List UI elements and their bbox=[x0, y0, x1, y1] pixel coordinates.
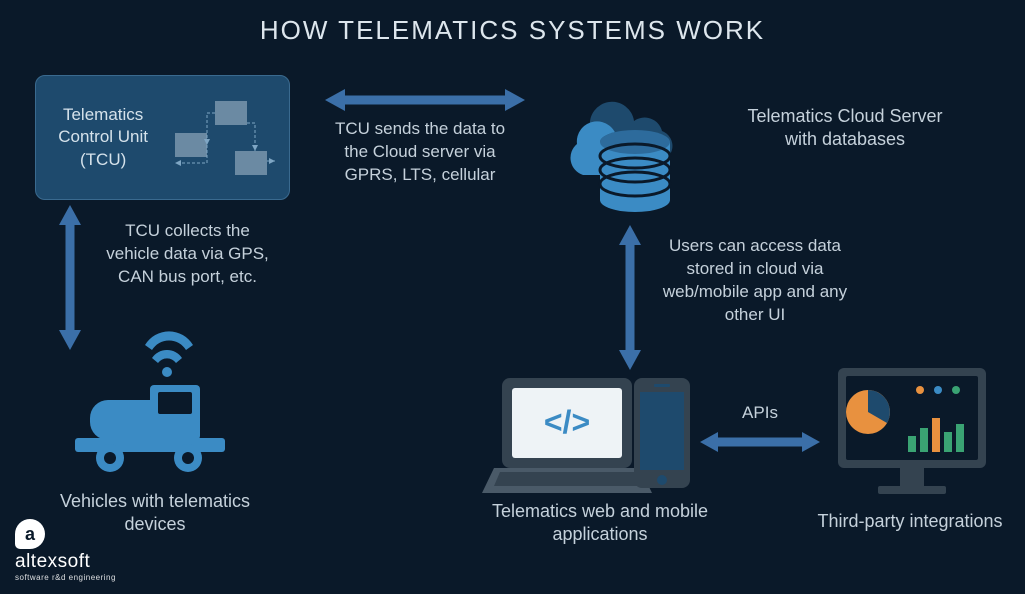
tcu-internal-diagram-icon bbox=[160, 93, 274, 183]
page-title: HOW TELEMATICS SYSTEMS WORK bbox=[0, 15, 1025, 46]
caption-cloud-apps: Users can access data stored in cloud vi… bbox=[655, 235, 855, 327]
svg-text:</>: </> bbox=[544, 404, 590, 440]
tcu-node: Telematics Control Unit (TCU) bbox=[35, 75, 290, 200]
arrow-tcu-vehicle bbox=[55, 205, 85, 350]
cloud-database-icon bbox=[555, 72, 705, 222]
caption-apis: APIs bbox=[730, 402, 790, 425]
truck-telematics-icon bbox=[60, 330, 250, 490]
apps-label: Telematics web and mobile applications bbox=[470, 500, 730, 547]
logo-mark-icon: a bbox=[15, 519, 45, 549]
logo-tagline: software r&d engineering bbox=[15, 573, 116, 582]
arrow-apps-integrations bbox=[700, 427, 820, 457]
analytics-monitor-icon bbox=[830, 360, 995, 510]
tcu-label: Telematics Control Unit (TCU) bbox=[51, 104, 155, 170]
integrations-label: Third-party integrations bbox=[800, 510, 1020, 533]
laptop-phone-icon: </> bbox=[482, 368, 692, 518]
brand-logo: a altexsoft software r&d engineering bbox=[15, 519, 116, 582]
logo-text: altexsoft bbox=[15, 551, 116, 573]
arrow-tcu-cloud bbox=[325, 85, 525, 115]
caption-tcu-cloud: TCU sends the data to the Cloud server v… bbox=[325, 118, 515, 187]
caption-tcu-vehicle: TCU collects the vehicle data via GPS, C… bbox=[100, 220, 275, 289]
cloud-label: Telematics Cloud Server with databases bbox=[740, 105, 950, 152]
arrow-cloud-apps bbox=[615, 225, 645, 370]
